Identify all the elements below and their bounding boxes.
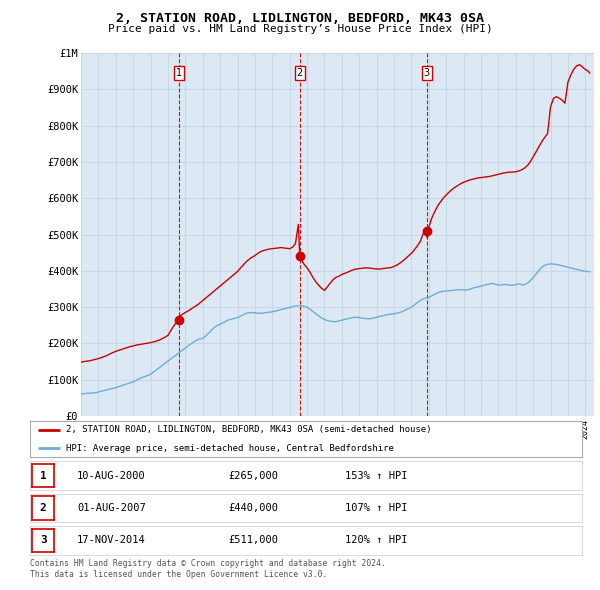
Text: 17-NOV-2014: 17-NOV-2014 bbox=[77, 536, 146, 545]
Text: 01-AUG-2007: 01-AUG-2007 bbox=[77, 503, 146, 513]
Text: 3: 3 bbox=[424, 68, 430, 78]
Text: 1: 1 bbox=[175, 68, 182, 78]
Text: Price paid vs. HM Land Registry’s House Price Index (HPI): Price paid vs. HM Land Registry’s House … bbox=[107, 24, 493, 34]
Text: £265,000: £265,000 bbox=[229, 471, 279, 480]
Text: 107% ↑ HPI: 107% ↑ HPI bbox=[344, 503, 407, 513]
Text: 1: 1 bbox=[40, 471, 47, 480]
Text: Contains HM Land Registry data © Crown copyright and database right 2024.
This d: Contains HM Land Registry data © Crown c… bbox=[30, 559, 386, 579]
Text: 10-AUG-2000: 10-AUG-2000 bbox=[77, 471, 146, 480]
Text: 3: 3 bbox=[40, 536, 47, 545]
Text: £511,000: £511,000 bbox=[229, 536, 279, 545]
Text: 120% ↑ HPI: 120% ↑ HPI bbox=[344, 536, 407, 545]
Text: HPI: Average price, semi-detached house, Central Bedfordshire: HPI: Average price, semi-detached house,… bbox=[66, 444, 394, 453]
Text: 2: 2 bbox=[40, 503, 47, 513]
Text: 2: 2 bbox=[296, 68, 303, 78]
Text: £440,000: £440,000 bbox=[229, 503, 279, 513]
Text: 2, STATION ROAD, LIDLINGTON, BEDFORD, MK43 0SA (semi-detached house): 2, STATION ROAD, LIDLINGTON, BEDFORD, MK… bbox=[66, 425, 431, 434]
Text: 153% ↑ HPI: 153% ↑ HPI bbox=[344, 471, 407, 480]
Text: 2, STATION ROAD, LIDLINGTON, BEDFORD, MK43 0SA: 2, STATION ROAD, LIDLINGTON, BEDFORD, MK… bbox=[116, 12, 484, 25]
